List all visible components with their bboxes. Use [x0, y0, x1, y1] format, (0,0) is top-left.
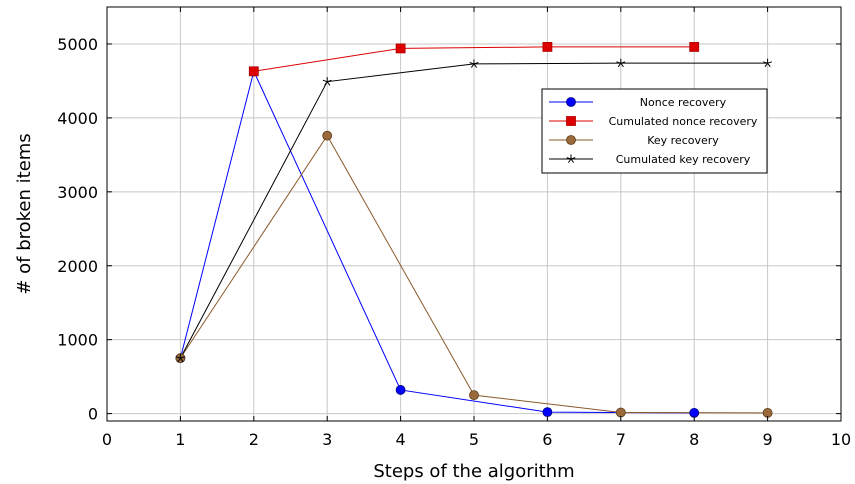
y-tick-label: 5000: [57, 35, 98, 54]
legend: Nonce recovery Cumulated nonce recovery Ke…: [541, 88, 768, 174]
data-point-series-3: [175, 353, 185, 363]
y-tick-label: 2000: [57, 257, 98, 276]
data-point-series-2: [322, 130, 333, 141]
data-point-series-0: [395, 385, 406, 395]
x-tick-label: 9: [763, 430, 773, 449]
legend-entry-label: Cumulated nonce recovery: [609, 115, 758, 128]
data-point-series-2: [615, 407, 626, 418]
data-point-series-3: [469, 59, 479, 68]
data-point-series-1: [248, 66, 259, 77]
data-point-series-3: [322, 77, 332, 86]
series-line-1: [253, 46, 695, 72]
y-tick-label: 3000: [57, 183, 98, 202]
x-tick-label: 8: [689, 430, 699, 449]
legend-swatch-marker: [566, 154, 576, 163]
x-tick-label: 7: [616, 430, 626, 449]
x-tick-label: 2: [249, 430, 259, 449]
legend-entry-label: Cumulated key recovery: [616, 153, 751, 166]
data-point-series-3: [763, 58, 773, 68]
data-point-series-3: [616, 58, 626, 68]
x-tick-label: 1: [175, 430, 185, 449]
legend-swatch-marker: [566, 116, 576, 126]
data-point-series-0: [542, 407, 553, 418]
y-tick-label: 1000: [57, 331, 98, 350]
legend-entry-label: Nonce recovery: [640, 96, 727, 109]
x-axis-ticks: 0 1 2 3 4 5 6 7 8 9 10: [102, 7, 851, 449]
data-point-series-1: [395, 43, 406, 54]
x-tick-label: 4: [396, 430, 406, 449]
x-tick-label: 10: [831, 430, 851, 449]
x-tick-label: 3: [322, 430, 332, 449]
legend-swatch-marker: [566, 97, 576, 107]
x-tick-label: 5: [469, 430, 479, 449]
legend-swatch-marker: [566, 135, 576, 145]
y-axis-ticks: 0 1000 2000 3000 4000 5000: [57, 35, 841, 424]
y-tick-label: 0: [88, 405, 98, 424]
y-tick-label: 4000: [57, 109, 98, 128]
data-point-series-1: [689, 42, 700, 52]
x-axis-label: Steps of the algorithm: [373, 461, 574, 482]
x-tick-label: 0: [102, 430, 112, 449]
y-axis-label: # of broken items: [14, 133, 35, 294]
data-point-series-1: [542, 42, 553, 52]
legend-entry-label: Key recovery: [647, 134, 719, 147]
x-tick-label: 6: [542, 430, 552, 449]
data-point-series-2: [469, 390, 479, 401]
